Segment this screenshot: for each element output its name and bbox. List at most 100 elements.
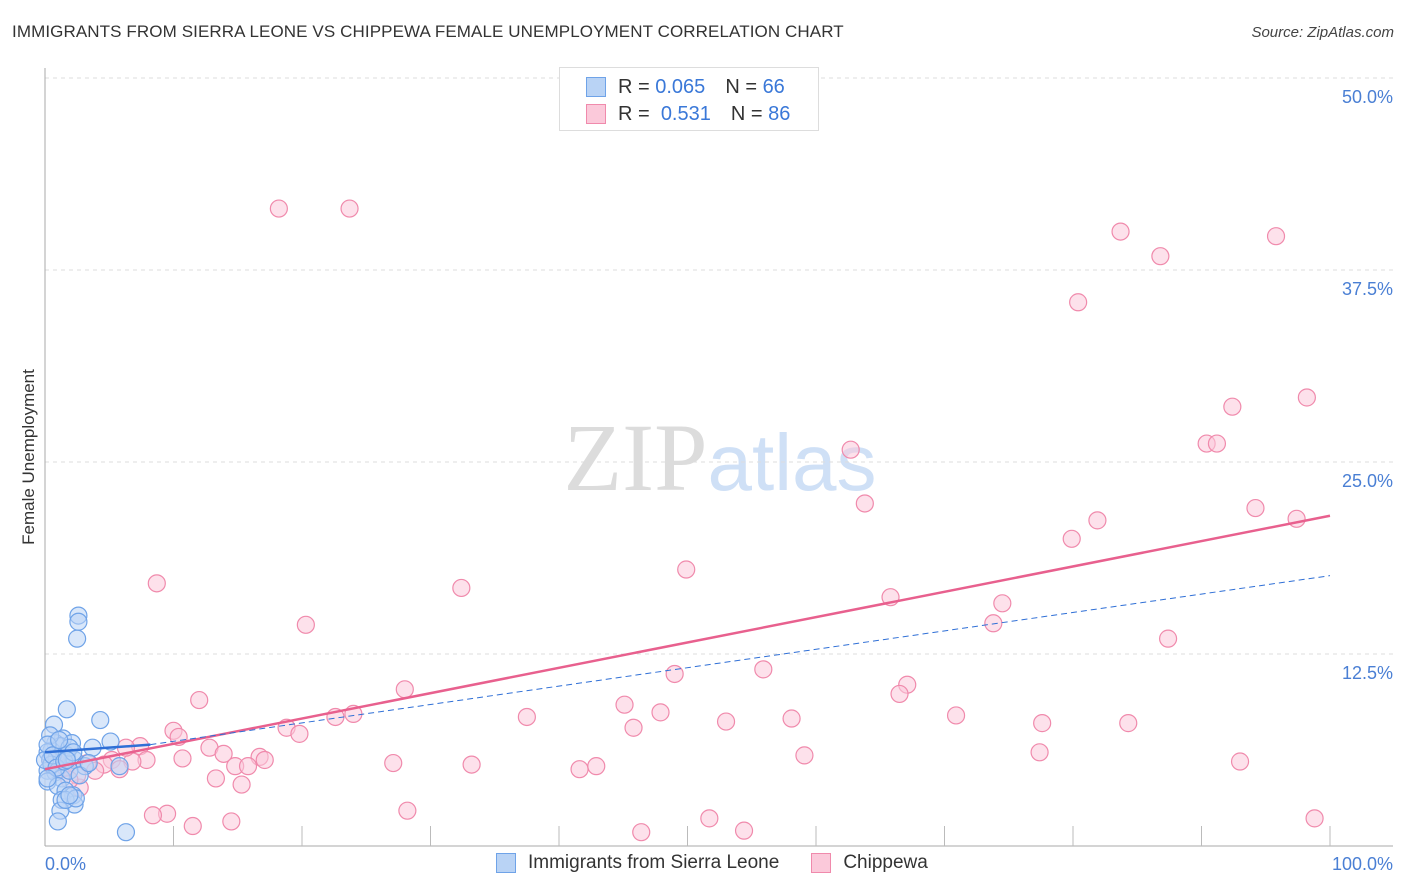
chippewa-point [290,724,309,743]
chippewa-point [183,816,202,836]
r-value: 0.065 [655,75,706,98]
r-label: R = [618,75,650,98]
chippewa-point [190,690,209,710]
source-label: Source: ZipAtlas.com [1251,24,1394,41]
chippewa-point [462,755,481,774]
chart-title: IMMIGRANTS FROM SIERRA LEONE VS CHIPPEWA… [12,22,844,41]
chippewa-point [984,614,1003,633]
chippewa-point [570,760,589,779]
chippewa-point [398,801,417,820]
chippewa-point [1207,434,1227,453]
sierra-leone-point [57,700,76,719]
y-axis-label: Female Unemployment [19,369,38,545]
chippewa-point [700,809,719,828]
pink-swatch-icon [586,104,606,124]
chippewa-point [1297,388,1316,407]
chippewa-point [993,594,1012,613]
chippewa-point [238,757,258,776]
chippewa-point [222,812,241,831]
sierra-leone-point [70,766,89,785]
sierra-leone-trend-line [44,743,151,754]
chippewa-point [855,494,874,513]
y-tick-label: 12.5% [1342,663,1393,683]
n-value: 86 [768,102,791,125]
sierra-leone-point [110,757,129,776]
sierra-leone-point [68,629,87,648]
sierra-leone-point [38,769,57,788]
chippewa-point [1246,498,1265,518]
chippewa-point [517,707,536,727]
chippewa-point [173,749,192,768]
y-tick-label: 50.0% [1342,87,1393,107]
legend-label-chippewa: Chippewa [843,852,928,873]
legend-row-sierra-leone: R = 0.065 N = 66 [586,75,785,99]
chippewa-point [677,560,696,579]
y-tick-label: 37.5% [1342,279,1393,299]
chippewa-point [651,703,670,722]
chippewa-point [587,757,606,776]
legend-label-sierra-leone: Immigrants from Sierra Leone [528,852,780,873]
blue-swatch-icon [496,853,516,873]
chippewa-point [841,440,860,459]
chippewa-point [1266,227,1286,246]
chippewa-point [632,823,651,842]
chippewa-point [340,199,359,218]
sierra-leone-point [79,753,98,773]
x-tick-label-max: 100.0% [1332,854,1393,874]
chippewa-point [1151,247,1170,266]
r-value: 0.531 [660,102,711,125]
chippewa-point [716,712,736,731]
n-value: 66 [762,75,785,98]
chippewa-point [1119,714,1138,733]
chippewa-trend-line [44,514,1331,771]
chippewa-point [1305,809,1324,828]
chippewa-point [452,578,471,598]
chippewa-point [143,806,163,825]
chippewa-point [1069,293,1088,312]
chippewa-point [1088,511,1107,530]
r-label: R = [618,102,650,125]
chippewa-point [1158,629,1178,648]
blue-swatch-icon [586,77,606,97]
sierra-leone-point [91,710,110,730]
chippewa-point [734,821,754,840]
sierra-leone-point [60,786,79,805]
chippewa-point [1033,714,1052,733]
sierra-leone-point [50,730,69,750]
sierra-leone-point [101,732,120,751]
sierra-leone-point [48,812,67,831]
sierra-leone-point [69,612,88,631]
x-tick-label-min: 0.0% [45,854,86,874]
pink-swatch-icon [811,853,832,873]
chippewa-point [269,199,288,218]
chippewa-point [206,769,226,788]
chippewa-point [214,744,233,763]
chippewa-point [946,706,966,725]
chippewa-point [1111,222,1130,241]
chippewa-point [255,750,274,770]
chippewa-point [384,753,403,773]
legend-row-chippewa: R = 0.531 N = 86 [586,102,790,126]
chippewa-point [1062,529,1081,548]
chippewa-point [754,660,773,679]
chippewa-point [395,680,414,699]
chippewa-point [232,775,251,794]
chippewa-point [147,574,166,593]
sierra-leone-point [116,823,136,842]
chippewa-point [795,746,814,765]
series-legend: Immigrants from Sierra Leone Chippewa [496,852,928,874]
chippewa-point [665,664,684,684]
y-tick-label: 25.0% [1342,471,1393,491]
n-label: N = [725,75,757,98]
correlation-legend: R = 0.065 N = 66 R = 0.531 N = 86 [559,67,819,131]
chippewa-point [890,684,909,704]
sierra-leone-trend-extension [150,575,1331,746]
chippewa-point [1030,743,1049,762]
chippewa-point [296,615,315,634]
watermark: ZIPatlas [564,404,877,511]
chippewa-point [624,718,643,737]
chippewa-point [782,709,801,728]
chippewa-point [1223,397,1242,416]
